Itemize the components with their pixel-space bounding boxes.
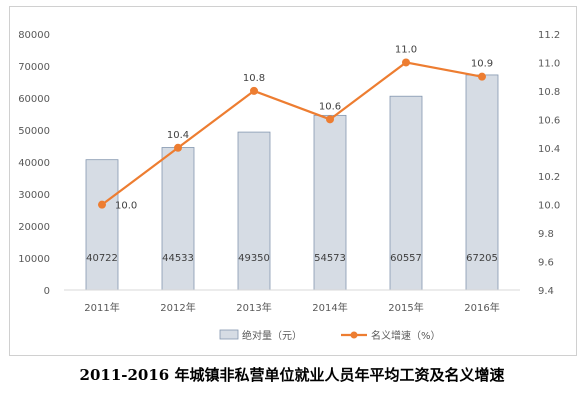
- growth-value-label: 10.8: [243, 73, 265, 84]
- chart-area: 0 10000 20000 30000 40000 50000 60000 70000 8000…: [18, 30, 560, 342]
- growth-value-label: 10.6: [319, 101, 341, 112]
- legend-bar-swatch: [219, 329, 239, 340]
- bar: [237, 131, 271, 291]
- bar-value-label: 40722: [86, 253, 118, 264]
- bar-value-label: 67205: [466, 253, 498, 264]
- category-label: 2014年: [312, 301, 347, 314]
- left-axis-tick-label: 30000: [18, 190, 50, 201]
- chart-title: 2011-2016 年城镇非私营单位就业人员年平均工资及名义增速: [79, 366, 505, 384]
- left-axis-tick-label: 60000: [18, 94, 50, 105]
- growth-value-label: 10.0: [115, 201, 137, 212]
- legend-bar-label: 绝对量（元）: [242, 329, 302, 342]
- right-axis-tick-label: 9.8: [538, 229, 554, 240]
- right-axis-tick-label: 11.2: [538, 30, 560, 41]
- right-axis-tick-label: 11.0: [538, 58, 560, 69]
- category-label: 2012年: [160, 301, 195, 314]
- right-axis-tick-label: 9.4: [538, 286, 554, 297]
- right-axis-tick-label: 10.8: [538, 87, 560, 98]
- bar: [161, 147, 195, 291]
- bar: [85, 159, 119, 291]
- growth-value-label: 10.4: [167, 130, 189, 141]
- left-axis-tick-label: 50000: [18, 126, 50, 137]
- category-label: 2011年: [84, 301, 119, 314]
- growth-point: [402, 58, 410, 67]
- left-axis-tick-label: 10000: [18, 254, 50, 265]
- growth-value-label: 10.9: [471, 59, 493, 70]
- left-axis-tick-label: 0: [44, 286, 50, 297]
- left-axis-tick-label: 40000: [18, 158, 50, 169]
- bar-value-label: 60557: [390, 253, 422, 264]
- bar-value-label: 49350: [238, 253, 270, 264]
- growth-point: [250, 86, 258, 95]
- right-axis-tick-label: 10.6: [538, 115, 560, 126]
- right-axis-tick-label: 10.0: [538, 201, 560, 212]
- right-axis-tick-label: 10.2: [538, 172, 560, 183]
- growth-point: [98, 200, 106, 209]
- right-axis-tick-label: 10.4: [538, 144, 560, 155]
- bar-value-label: 44533: [162, 253, 194, 264]
- legend-line-label: 名义增速（%）: [371, 329, 441, 342]
- growth-point: [326, 115, 334, 124]
- bar: [389, 95, 423, 291]
- legend-line-marker: [350, 331, 358, 339]
- category-label: 2013年: [236, 301, 271, 314]
- growth-value-label: 11.0: [395, 44, 417, 55]
- growth-line: [101, 61, 483, 206]
- left-axis-tick-label: 20000: [18, 222, 50, 233]
- left-axis-tick-label: 80000: [18, 30, 50, 41]
- left-axis-tick-label: 70000: [18, 62, 50, 73]
- growth-point: [478, 72, 486, 81]
- bar-value-label: 54573: [314, 253, 346, 264]
- chart-frame: 0 10000 20000 30000 40000 50000 60000 70000 8000…: [9, 6, 577, 356]
- growth-point: [174, 143, 182, 152]
- right-axis-tick-label: 9.6: [538, 258, 554, 269]
- category-label: 2016年: [464, 301, 499, 314]
- bar: [313, 114, 347, 291]
- category-label: 2015年: [388, 301, 423, 314]
